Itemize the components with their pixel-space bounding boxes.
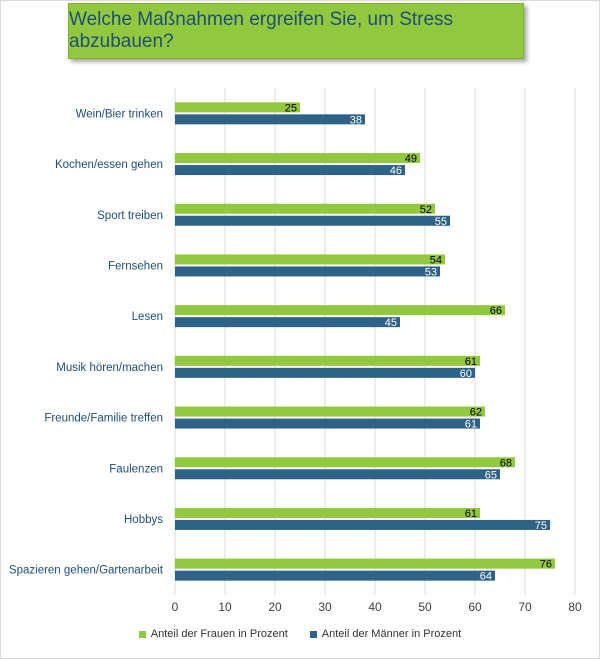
category-label: Wein/Bier trinken [76,108,163,120]
bar-frauen [175,254,445,265]
chart-legend: Anteil der Frauen in Prozent Anteil der … [0,628,600,640]
bar-maenner [175,266,440,277]
bar-maenner [175,114,365,125]
data-label-frauen: 49 [405,153,417,165]
data-label-maenner: 60 [460,368,472,380]
legend-item-maenner: Anteil der Männer in Prozent [309,628,462,640]
bar-frauen [175,153,420,164]
data-label-frauen: 52 [420,204,432,216]
bar-frauen [175,406,485,417]
x-tick-label: 50 [418,600,432,614]
legend-swatch-maenner [309,630,317,638]
legend-label-frauen: Anteil der Frauen in Prozent [150,628,288,640]
chart-title: Welche Maßnahmen ergreifen Sie, um Stres… [69,9,454,52]
category-label: Lesen [132,311,163,323]
data-label-frauen: 25 [285,102,297,114]
data-label-frauen: 66 [490,305,502,317]
data-label-maenner: 65 [485,469,497,481]
category-label: Sport treiben [97,210,163,222]
category-label: Spazieren gehen/Gartenarbeit [9,565,164,577]
data-label-frauen: 61 [465,356,477,368]
bar-maenner [175,317,400,328]
data-label-maenner: 75 [535,520,547,532]
chart-title-box: Welche Maßnahmen ergreifen Sie, um Stres… [68,3,524,59]
category-label: Freunde/Familie treffen [44,413,163,425]
legend-item-frauen: Anteil der Frauen in Prozent [138,628,288,640]
bar-frauen [175,355,480,366]
x-tick-label: 20 [268,600,282,614]
legend-label-maenner: Anteil der Männer in Prozent [321,628,462,640]
legend-swatch-frauen [138,630,146,638]
bar-frauen [175,203,435,214]
category-label: Fernsehen [108,260,163,272]
bar-maenner [175,165,405,176]
x-tick-label: 30 [318,600,332,614]
data-label-maenner: 46 [390,165,402,177]
data-label-maenner: 45 [385,317,397,329]
x-tick-label: 80 [568,600,582,614]
bar-frauen [175,507,480,518]
bar-frauen [175,305,505,316]
category-label: Musik hören/machen [56,362,163,374]
category-label: Kochen/essen gehen [55,159,163,171]
category-label: Hobbys [124,514,163,526]
bar-maenner [175,469,500,480]
data-label-maenner: 64 [480,571,492,583]
data-label-frauen: 62 [470,407,482,419]
bar-maenner [175,570,495,581]
data-label-frauen: 54 [430,254,442,266]
data-label-frauen: 76 [540,559,552,571]
data-label-maenner: 53 [425,266,437,278]
bar-frauen [175,558,555,569]
bar-maenner [175,367,475,378]
data-label-maenner: 38 [350,114,362,126]
x-tick-label: 70 [518,600,532,614]
data-label-frauen: 68 [500,457,512,469]
bar-maenner [175,418,480,429]
bar-frauen [175,457,515,468]
x-tick-label: 60 [468,600,482,614]
category-label: Faulenzen [109,463,163,475]
x-tick-label: 0 [172,600,179,614]
x-tick-label: 10 [218,600,232,614]
bar-frauen [175,102,300,113]
data-label-maenner: 55 [435,216,447,228]
data-label-frauen: 61 [465,508,477,520]
bar-maenner [175,519,550,530]
bar-maenner [175,215,450,226]
data-label-maenner: 61 [465,419,477,431]
x-tick-label: 40 [368,600,382,614]
